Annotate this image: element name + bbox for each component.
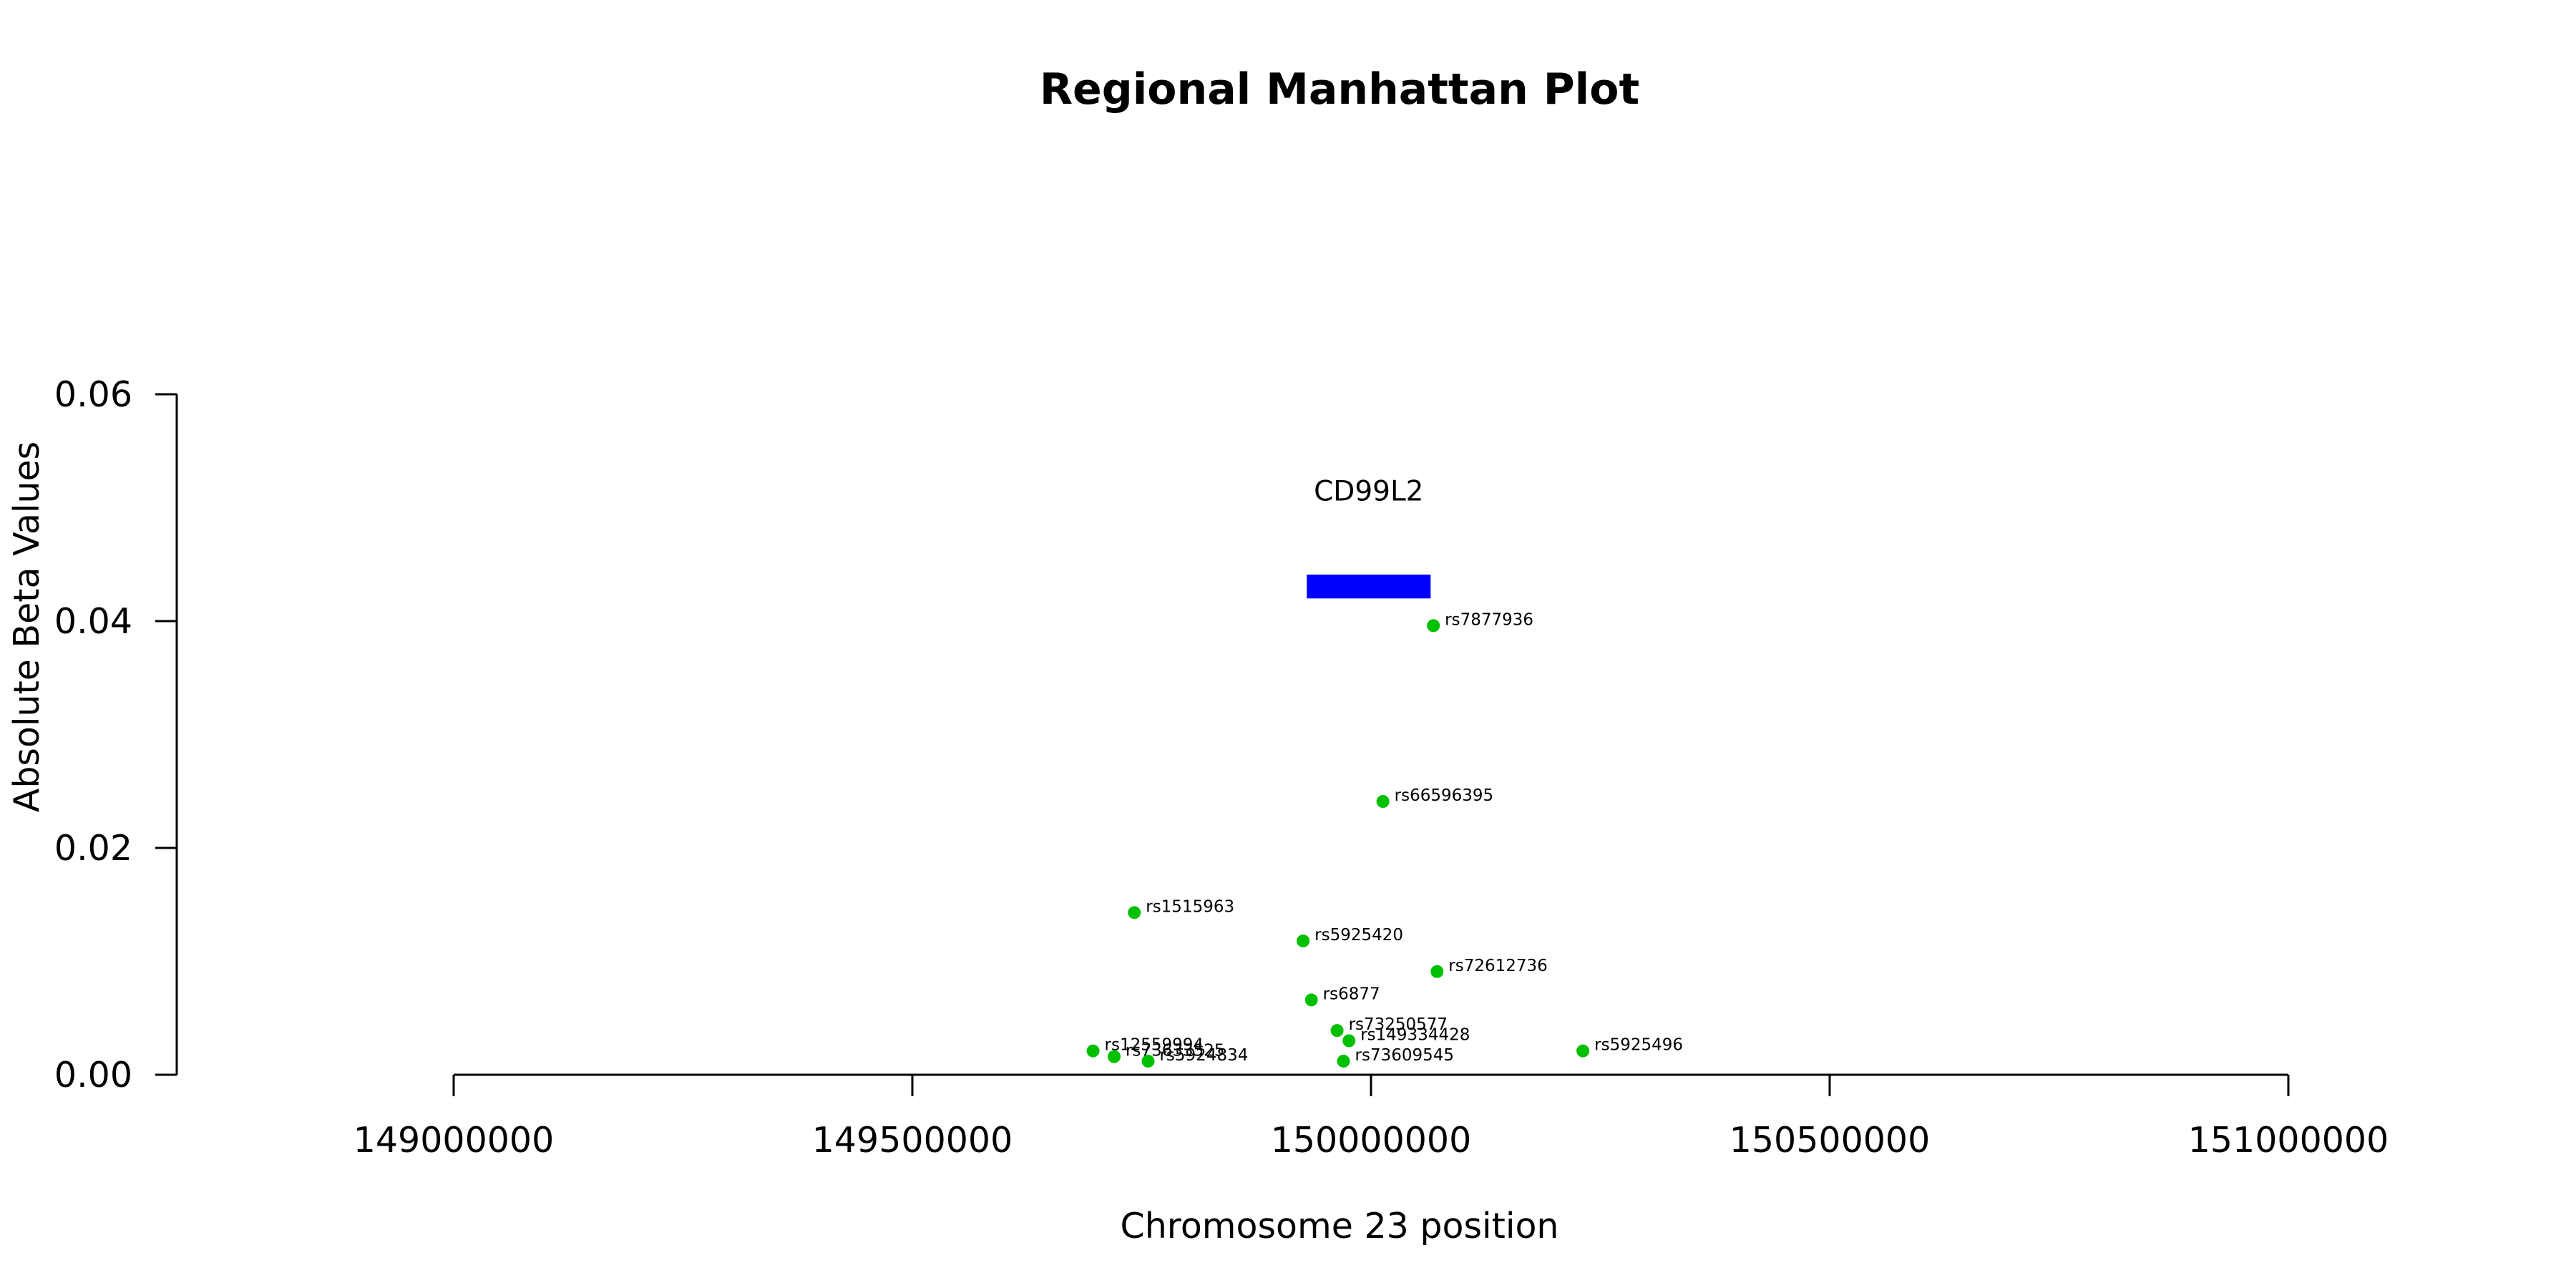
data-point (1430, 965, 1444, 978)
data-point (1297, 934, 1310, 947)
y-tick-label: 0.04 (54, 601, 132, 642)
chart-title: Regional Manhattan Plot (1040, 64, 1639, 114)
point-label: rs5925420 (1314, 926, 1403, 945)
y-axis-label: Absolute Beta Values (6, 441, 47, 812)
point-label: rs149334428 (1360, 1025, 1470, 1044)
data-point (1427, 619, 1440, 633)
points-layer: rs7877936 rs66596395 rs1515963 rs5925420 rs7… (1086, 610, 1683, 1068)
data-point (1376, 795, 1390, 809)
point-label: rs73609545 (1355, 1046, 1455, 1065)
point-label: rs5924834 (1159, 1046, 1248, 1065)
x-axis-label: Chromosome 23 position (1120, 1206, 1558, 1246)
data-point (1330, 1024, 1344, 1038)
x-tick-label: 149000000 (353, 1120, 555, 1161)
point-label: rs72612736 (1448, 957, 1548, 975)
gene-label: CD99L2 (1314, 476, 1423, 508)
x-tick-label: 149500000 (812, 1120, 1013, 1161)
point-label: rs12559994 (1105, 1036, 1204, 1055)
x-tick-label: 150500000 (1729, 1120, 1931, 1161)
x-tick-label: 150000000 (1271, 1120, 1472, 1161)
data-point (1086, 1044, 1100, 1058)
data-point (1342, 1034, 1356, 1048)
point-label: rs73250577 (1349, 1015, 1448, 1034)
gene-bar (1307, 575, 1431, 599)
y-tick-label: 0.06 (54, 374, 132, 415)
y-tick-label: 0.00 (54, 1055, 132, 1096)
data-point (1108, 1050, 1121, 1063)
data-point (1304, 993, 1318, 1007)
point-label: rs7877936 (1445, 610, 1533, 629)
data-point (1128, 906, 1141, 919)
y-axis: 0.00 0.02 0.04 0.06 (54, 374, 178, 1096)
point-label: rs1515963 (1146, 897, 1234, 916)
data-point (1141, 1054, 1155, 1068)
point-label: rs5925496 (1594, 1036, 1683, 1055)
data-point (1337, 1054, 1350, 1068)
x-axis: 149000000 149500000 150000000 150500000 1510… (353, 1073, 2389, 1161)
x-tick-label: 151000000 (2188, 1120, 2389, 1161)
point-label: rs6877 (1323, 985, 1380, 1003)
point-label: rs66596395 (1395, 786, 1494, 805)
y-tick-label: 0.02 (54, 828, 132, 869)
gene-layer: CD99L2 (1307, 476, 1431, 599)
point-label: rs73633525 (1126, 1042, 1225, 1060)
data-point (1576, 1044, 1590, 1058)
